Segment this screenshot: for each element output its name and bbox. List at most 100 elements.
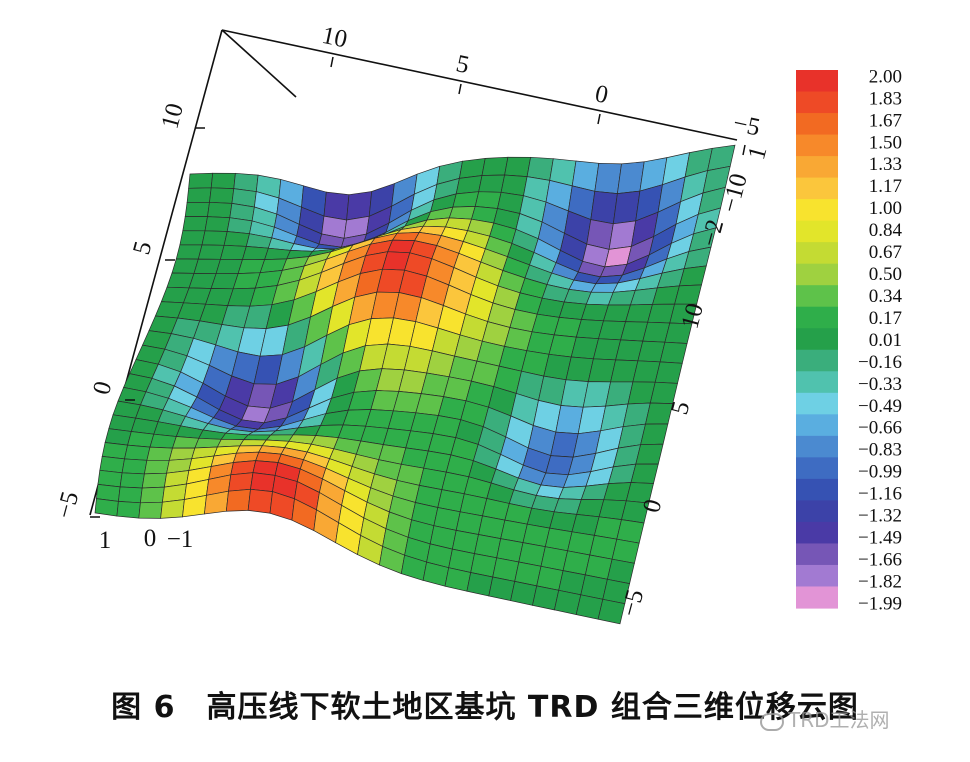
surface-cell: [250, 472, 276, 492]
surface-cell: [141, 472, 168, 489]
colorbar-swatch: [796, 564, 838, 588]
colorbar-tick-label: −1.32: [858, 506, 902, 527]
surface-cell: [197, 244, 225, 260]
surface-cell: [223, 231, 250, 247]
colorbar-tick-label: −1.16: [858, 484, 902, 505]
surface-cell: [474, 191, 502, 209]
surface-cell: [323, 191, 350, 221]
colorbar-swatch: [796, 457, 838, 480]
y-tick-label: 0: [88, 379, 117, 398]
surface-cell: [118, 486, 143, 504]
colorbar-tick-label: 0.67: [869, 242, 902, 263]
surface-cell: [179, 230, 206, 246]
colorbar-swatch: [796, 177, 838, 200]
surface-cell: [532, 585, 560, 611]
surface-cell: [127, 431, 155, 448]
colorbar-swatch: [796, 371, 838, 394]
surface-cell: [119, 472, 145, 489]
surface-cell: [590, 190, 618, 225]
surface-cell: [478, 174, 506, 193]
x-tick-label: −5: [731, 110, 763, 142]
colorbar-tick-label: 0.34: [869, 286, 903, 307]
surface-cell: [182, 216, 208, 232]
surface-cell: [510, 580, 538, 606]
surface-cell: [175, 244, 203, 260]
colorbar-swatch: [796, 91, 838, 114]
colorbar-tick-label: 2.00: [869, 66, 902, 87]
surface-cell: [140, 486, 165, 504]
surface-cell: [172, 436, 200, 449]
surface-cell: [94, 498, 119, 517]
watermark-text: TRD工法网: [788, 708, 890, 732]
tick-mark: [597, 113, 601, 125]
colorbar-swatch: [796, 392, 838, 415]
tick-mark: [458, 83, 462, 95]
colorbar-tick-label: 1.17: [869, 176, 902, 197]
colorbar-tick-label: −0.16: [858, 352, 902, 373]
x-tick-label: 10: [320, 22, 350, 54]
watermark: TRD工法网: [760, 704, 890, 733]
surface-cell: [594, 162, 622, 194]
surface-cell: [597, 598, 626, 625]
colorbar-tick-label: 0.50: [869, 264, 902, 285]
colorbar-swatch: [796, 220, 838, 243]
z-tick-label: 1: [99, 527, 112, 554]
colorbar-tick-label: −1.82: [858, 571, 902, 592]
surface-cell: [659, 341, 688, 364]
surface-cell: [184, 201, 210, 217]
surface-cell: [228, 472, 254, 492]
right-tick-label: −2: [696, 217, 729, 250]
colorbar-tick-label: −0.99: [858, 462, 902, 483]
colorbar-tick-label: −0.49: [858, 396, 902, 417]
colorbar-swatch: [796, 435, 838, 458]
surface-cell: [188, 172, 214, 189]
colorbar-tick-label: 1.83: [869, 88, 902, 109]
surface-cell: [186, 187, 212, 203]
colorbar-swatch: [796, 285, 838, 308]
surface-cell: [654, 361, 683, 384]
right-tick-label: 10: [676, 300, 709, 331]
surface-cell: [210, 172, 236, 189]
colorbar-tick-label: −1.99: [858, 593, 902, 614]
colorbar-tick-label: 1.50: [869, 132, 902, 153]
surface-cell: [121, 458, 148, 475]
axis-top-edge: [221, 29, 738, 141]
surface-cell: [143, 459, 170, 475]
y-tick-label: 5: [128, 239, 157, 258]
colorbar-swatch: [796, 70, 838, 93]
y-tick-label: 10: [156, 100, 189, 131]
colorbar-tick-label: −1.49: [858, 527, 902, 548]
colorbar-swatch: [796, 478, 838, 501]
colorbar-tick-label: 1.67: [869, 110, 902, 131]
right-tick-label: 1: [743, 144, 772, 163]
colorbar-swatch: [796, 586, 838, 609]
surface-cell: [209, 187, 235, 204]
y-tick-label: −5: [51, 489, 84, 522]
z-tick-label: −1: [167, 526, 194, 553]
colorbar-tick-label: 1.00: [869, 198, 902, 219]
surface-cell: [448, 206, 476, 220]
colorbar-swatch: [796, 414, 838, 437]
surface-cell: [346, 191, 373, 221]
colorbar-swatch: [796, 328, 838, 351]
surface-cell: [630, 463, 659, 484]
colorbar-swatch: [796, 349, 838, 372]
tick-mark: [742, 144, 746, 156]
colorbar-swatch: [796, 113, 838, 136]
surface-cell: [225, 488, 251, 512]
colorbar-swatch: [796, 134, 838, 157]
colorbar-tick-label: −0.66: [858, 418, 902, 439]
surface-cell: [247, 488, 273, 514]
surface-cell: [466, 572, 494, 597]
colorbar-swatch: [796, 263, 838, 286]
surface-cell: [488, 576, 516, 602]
colorbar: 2.001.831.671.501.331.171.000.840.670.50…: [796, 66, 903, 614]
surface-cell: [146, 446, 173, 461]
colorbar-tick-label: 0.17: [869, 308, 902, 329]
x-tick-label: 5: [454, 50, 472, 79]
colorbar-swatch: [796, 156, 838, 179]
x-tick-label: 0: [593, 80, 611, 109]
surface-cell: [207, 201, 233, 219]
surface-cell: [452, 191, 480, 208]
